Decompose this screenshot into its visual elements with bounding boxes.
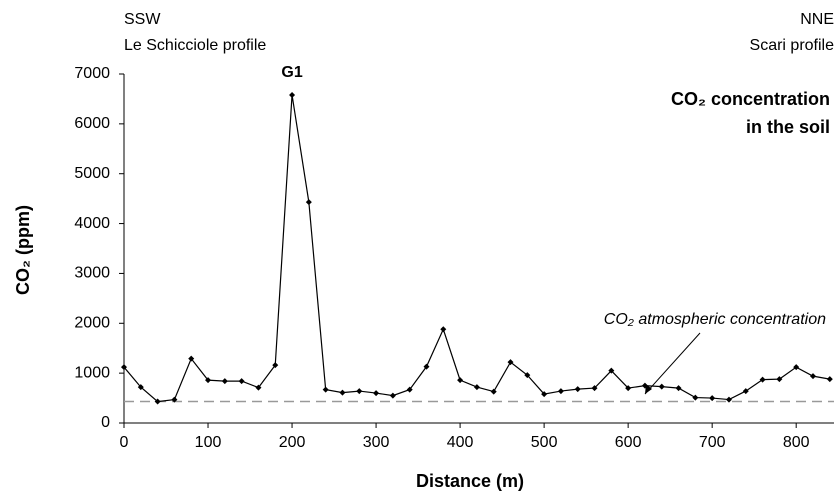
data-point <box>188 355 195 362</box>
x-tick-label: 500 <box>531 434 558 451</box>
data-point <box>641 382 648 389</box>
data-point <box>541 391 548 398</box>
y-tick-label: 4000 <box>74 215 110 232</box>
left-direction: SSW <box>124 11 161 28</box>
data-point <box>389 392 396 399</box>
data-point <box>692 394 699 401</box>
data-point <box>457 377 464 384</box>
x-tick-label: 400 <box>447 434 474 451</box>
data-point <box>826 376 833 383</box>
data-point <box>507 359 514 366</box>
data-point <box>793 364 800 371</box>
data-point <box>255 384 262 391</box>
data-point <box>305 199 312 206</box>
data-point <box>608 367 615 374</box>
y-tick-label: 2000 <box>74 315 110 332</box>
data-point <box>272 362 279 369</box>
data-point <box>557 388 564 395</box>
data-point <box>725 396 732 403</box>
data-point <box>709 395 716 402</box>
data-point <box>406 386 413 393</box>
data-point <box>423 363 430 370</box>
data-line <box>123 94 830 403</box>
data-point <box>776 376 783 383</box>
x-tick-label: 0 <box>120 434 129 451</box>
data-point <box>154 398 161 405</box>
data-point <box>658 383 665 390</box>
data-point <box>809 373 816 380</box>
data-point <box>205 377 212 384</box>
data-point <box>440 326 447 333</box>
x-tick-label: 800 <box>783 434 810 451</box>
chart-title: CO₂ concentration <box>671 89 830 109</box>
data-point <box>742 388 749 395</box>
y-tick-label: 3000 <box>74 265 110 282</box>
chart-title: in the soil <box>746 117 830 137</box>
y-tick-label: 6000 <box>74 115 110 132</box>
data-point <box>339 389 346 396</box>
y-tick-label: 0 <box>101 414 110 431</box>
y-tick-label: 5000 <box>74 165 110 182</box>
data-point <box>625 385 632 392</box>
x-tick-label: 200 <box>279 434 306 451</box>
data-point <box>490 388 497 395</box>
data-point <box>373 390 380 397</box>
data-point <box>356 388 363 395</box>
data-point <box>524 372 531 379</box>
y-tick-label: 1000 <box>74 364 110 381</box>
data-point <box>574 386 581 393</box>
data-point <box>289 91 296 98</box>
data-point <box>221 378 228 385</box>
data-point <box>137 384 144 391</box>
right-direction: NNE <box>800 11 834 28</box>
x-tick-label: 100 <box>195 434 222 451</box>
x-axis-label: Distance (m) <box>416 471 524 491</box>
x-tick-label: 600 <box>615 434 642 451</box>
data-point <box>675 385 682 392</box>
data-point <box>121 364 127 371</box>
data-point <box>238 378 245 385</box>
y-tick-label: 7000 <box>74 65 110 82</box>
data-point <box>759 376 766 383</box>
right-profile: Scari profile <box>750 37 835 54</box>
y-axis-label: CO₂ (ppm) <box>13 205 33 295</box>
data-point <box>473 384 480 391</box>
peak-label: G1 <box>281 64 302 81</box>
x-tick-label: 700 <box>699 434 726 451</box>
x-tick-label: 300 <box>363 434 390 451</box>
data-point <box>322 386 329 393</box>
data-point <box>591 385 598 392</box>
left-profile: Le Schicciole profile <box>124 37 266 54</box>
data-point <box>171 396 178 403</box>
annotation-arrow <box>644 332 701 395</box>
reference-label: CO₂ atmospheric concentration <box>604 311 826 328</box>
